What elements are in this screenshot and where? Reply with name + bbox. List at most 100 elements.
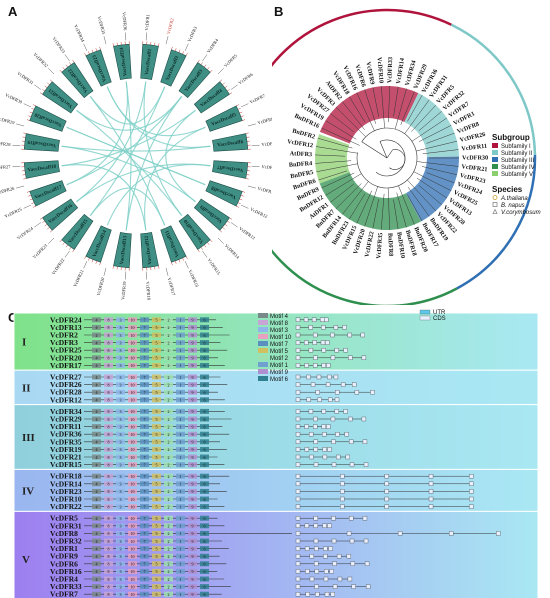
- tree-internal-arc: [356, 127, 418, 189]
- motif-box: [116, 439, 125, 445]
- motif-box: [116, 504, 125, 510]
- tree-branch: [315, 146, 358, 154]
- gene-pointer: [217, 237, 224, 244]
- cds-box: [340, 504, 345, 509]
- cds-box: [313, 523, 318, 529]
- motif-box: [128, 584, 137, 590]
- gene-row-label: VcDFR18: [50, 472, 82, 481]
- motif-number: 4: [96, 398, 98, 403]
- gene-pointer: [34, 84, 42, 90]
- gene-row-label: VcDFR1: [50, 544, 78, 553]
- motif-number: 1: [180, 562, 182, 567]
- synteny-link: [76, 109, 183, 216]
- motif-number: 3: [120, 348, 122, 353]
- gene-pointer: [23, 204, 31, 209]
- motif-number: 1: [180, 424, 182, 429]
- motif-number: 9: [192, 409, 194, 414]
- cds-box: [295, 546, 301, 551]
- axis-tick-mark: [62, 67, 65, 70]
- motif-box: [140, 454, 149, 460]
- motif-number: 5: [156, 516, 158, 521]
- motif-number: 8: [108, 424, 110, 429]
- subgroup-sector: [405, 156, 459, 222]
- motif-box: [128, 408, 137, 414]
- motif-number: 1: [180, 409, 182, 414]
- motif-number: 10: [131, 539, 135, 544]
- motif-number: 6: [204, 569, 206, 574]
- axis-tick-mark: [236, 104, 239, 107]
- cds-box: [344, 431, 349, 437]
- motif-box: [140, 446, 149, 452]
- gene-label: VcDFR24: [16, 225, 35, 240]
- tree-branch: [388, 86, 391, 123]
- cds-box: [347, 332, 352, 338]
- tree-tip-label: VcDFR12: [287, 138, 314, 149]
- motif-box: [104, 424, 113, 430]
- gene-label: VcDFR17: [167, 277, 177, 297]
- motif-box: [128, 324, 137, 330]
- motif-box: [140, 431, 149, 437]
- motif-number: 7: [144, 531, 146, 536]
- motif-box: [164, 408, 173, 414]
- motif-number: 6: [204, 516, 206, 521]
- motif-box: [176, 462, 185, 468]
- motif-number: 5: [156, 482, 158, 487]
- motif-number: 6: [204, 318, 206, 323]
- motif-box: [128, 473, 137, 479]
- motif-number: 1: [180, 516, 182, 521]
- motif-number: 9: [192, 474, 194, 479]
- motif-box: [152, 446, 161, 452]
- cds-box: [342, 325, 347, 330]
- axis-tick-mark: [182, 51, 184, 55]
- motif-box: [188, 591, 197, 597]
- axis-tick-mark: [185, 53, 188, 56]
- motif-box: [200, 340, 209, 346]
- cds-box: [328, 397, 333, 403]
- motif-box: [176, 568, 185, 574]
- motif-box: [104, 481, 113, 487]
- motif-box: [128, 538, 137, 544]
- structure-legend-swatch: [419, 309, 431, 315]
- tree-branch: [325, 120, 357, 140]
- motif-number: 3: [120, 584, 122, 589]
- axis-tick-mark: [29, 198, 33, 201]
- motif-box: [176, 416, 185, 422]
- gene-pointer: [184, 43, 189, 51]
- gene-pointer: [48, 68, 55, 75]
- tree-branch: [413, 171, 452, 191]
- gene-row-label: VcDFR14: [50, 479, 82, 488]
- motif-box: [128, 591, 137, 597]
- cds-box: [332, 561, 337, 566]
- axis-tick-mark: [242, 119, 246, 121]
- motif-box: [140, 424, 149, 430]
- motif-number: 3: [120, 489, 122, 494]
- motif-box: [164, 416, 173, 422]
- axis-tick-mark: [229, 217, 233, 220]
- axis-tick-mark: [200, 62, 203, 65]
- motif-number: 10: [131, 524, 135, 529]
- motif-box: [116, 355, 125, 361]
- motif-number: 10: [131, 577, 135, 582]
- motif-number: 8: [108, 409, 110, 414]
- synteny-link: [61, 145, 211, 152]
- motif-number: 6: [204, 482, 206, 487]
- motif-number: 8: [108, 584, 110, 589]
- motif-number: 9: [192, 554, 194, 559]
- motif-number: 7: [144, 489, 146, 494]
- motif-number: 4: [96, 462, 98, 467]
- motif-number: 9: [192, 390, 194, 395]
- motif-box: [128, 561, 137, 567]
- motif-box: [104, 576, 113, 582]
- motif-box: [188, 473, 197, 479]
- motif-number: 6: [204, 462, 206, 467]
- gene-row-label: VcDFR31: [50, 521, 82, 530]
- gene-label: VcDFR20: [96, 276, 106, 296]
- motif-box: [140, 576, 149, 582]
- motif-box: [104, 473, 113, 479]
- motif-box: [140, 530, 149, 536]
- motif-number: 5: [156, 432, 158, 437]
- motif-box: [188, 446, 197, 452]
- subgroup-arc: [450, 23, 537, 155]
- gene-pointer: [145, 32, 148, 41]
- motif-box: [188, 340, 197, 346]
